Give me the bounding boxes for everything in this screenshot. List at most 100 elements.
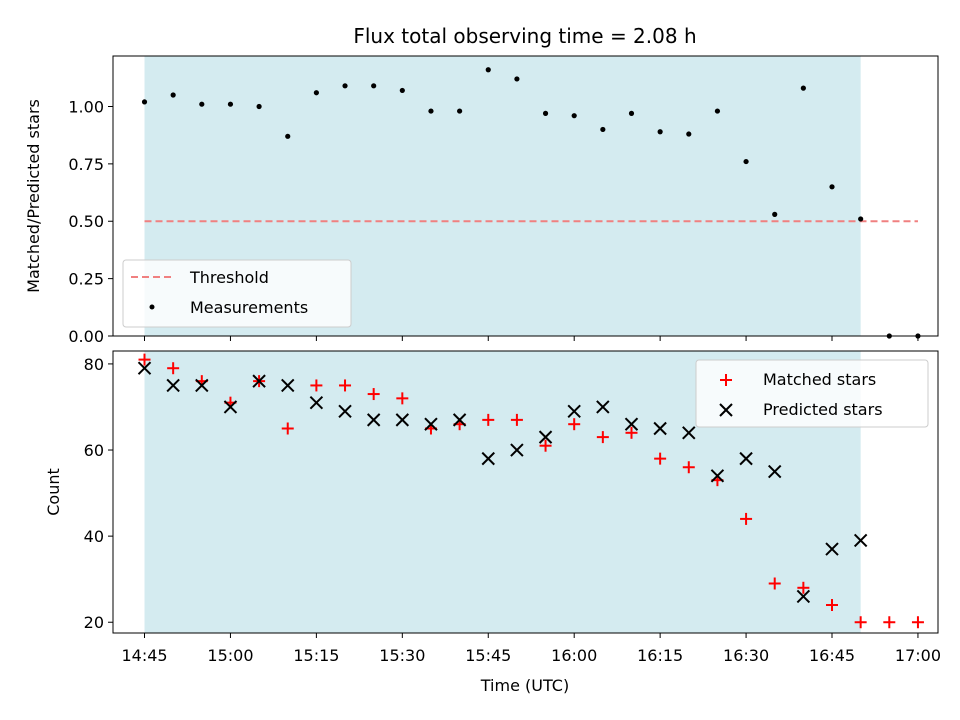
matched-stars-point — [396, 392, 409, 405]
predicted-stars-point — [510, 443, 524, 457]
bottom-x-tick-label: 15:30 — [379, 646, 425, 665]
predicted-stars-point — [596, 400, 610, 414]
predicted-stars-point — [538, 430, 553, 444]
legend-threshold-label: Threshold — [189, 268, 269, 287]
top-panel: 0.00 0.25 0.50 0.75 1.00 Matched/Predicted s… — [24, 55, 939, 346]
measurement-point — [714, 108, 721, 114]
matched-stars-point — [911, 616, 924, 629]
matched-stars-point — [281, 422, 294, 435]
predicted-stars-point — [567, 404, 581, 418]
bottom-x-axis: 14:45 15:00 15:15 15:30 15:45 16:00 16:15 16:30… — [121, 633, 941, 665]
legend-matched-label: Matched stars — [763, 370, 876, 389]
predicted-stars-point — [424, 417, 438, 431]
top-y-tick-label: 0.50 — [68, 212, 104, 231]
bottom-x-tick-label: 16:30 — [723, 646, 769, 665]
measurement-point — [514, 76, 520, 82]
measurement-point — [285, 133, 291, 139]
measurement-point — [628, 110, 635, 116]
measurement-point — [313, 90, 319, 96]
bottom-y-axis: 20 40 60 80 — [84, 355, 113, 632]
predicted-stars-point — [366, 413, 381, 427]
bottom-x-tick-label: 16:00 — [551, 646, 597, 665]
measurement-point — [858, 216, 864, 222]
matched-stars-point — [826, 599, 839, 612]
predicted-stars-point — [166, 378, 180, 393]
predicted-stars-series — [137, 361, 868, 604]
matched-stars-point — [482, 413, 495, 426]
bottom-x-tick-label: 15:15 — [293, 646, 339, 665]
matched-stars-point — [682, 461, 695, 474]
bottom-y-tick-label: 80 — [84, 355, 104, 374]
top-y-tick-label: 0.00 — [68, 327, 104, 346]
predicted-stars-point — [796, 589, 811, 604]
top-y-axis: 0.00 0.25 0.50 0.75 1.00 — [68, 97, 113, 346]
bottom-axes-frame — [112, 350, 939, 634]
measurement-point — [141, 99, 148, 105]
measurement-point — [657, 129, 663, 135]
measurement-point — [428, 108, 434, 114]
matched-stars-series — [138, 353, 924, 629]
predicted-stars-point — [137, 361, 152, 375]
matched-stars-point — [367, 388, 380, 401]
measurement-point — [457, 108, 463, 114]
bottom-legend-box — [695, 359, 929, 428]
predicted-stars-point — [395, 413, 410, 427]
top-y-tick-label: 0.75 — [68, 155, 104, 174]
predicted-stars-point — [252, 374, 266, 388]
bottom-legend: Matched stars Predicted stars — [695, 359, 929, 428]
predicted-stars-point — [481, 451, 495, 466]
measurement-point — [829, 184, 835, 190]
predicted-stars-point — [223, 400, 238, 414]
predicted-stars-point — [739, 451, 753, 466]
bottom-x-tick-label: 15:00 — [207, 646, 253, 665]
matched-stars-point — [883, 616, 896, 629]
predicted-stars-point — [853, 533, 868, 548]
matched-stars-point — [854, 616, 867, 629]
bottom-y-tick-label: 60 — [84, 441, 104, 460]
measurement-point — [600, 126, 606, 133]
matched-stars-point — [625, 426, 638, 439]
predicted-stars-point — [768, 464, 782, 479]
top-legend-box — [122, 259, 352, 328]
matched-stars-point — [510, 413, 523, 426]
predicted-stars-point — [682, 426, 696, 440]
predicted-stars-point — [309, 395, 324, 410]
matched-stars-point — [339, 379, 352, 392]
measurement-point — [743, 158, 749, 165]
legend-measurements-swatch — [149, 304, 155, 310]
predicted-stars-point — [281, 378, 295, 393]
matched-stars-point — [539, 439, 552, 452]
measurement-point — [800, 85, 806, 91]
matched-stars-point — [768, 577, 781, 590]
bottom-y-tick-label: 20 — [84, 613, 104, 632]
top-x-axis-ticks — [144, 336, 919, 341]
top-y-axis-label: Matched/Predicted stars — [24, 99, 43, 293]
bottom-y-tick-label: 40 — [84, 527, 104, 546]
predicted-stars-point — [653, 421, 667, 436]
matched-stars-point — [310, 379, 323, 392]
measurement-point — [772, 211, 778, 217]
measurement-point — [686, 131, 692, 137]
predicted-stars-point — [710, 469, 725, 483]
bottom-y-axis-label: Count — [44, 468, 63, 516]
predicted-stars-point — [825, 542, 839, 556]
measurement-point — [227, 101, 234, 107]
matched-stars-point — [167, 362, 180, 375]
top-axes-frame — [112, 55, 939, 337]
matched-stars-point — [797, 581, 810, 594]
matched-stars-point — [740, 512, 753, 525]
measurement-point — [170, 92, 176, 98]
top-y-tick-label: 1.00 — [68, 97, 104, 116]
measurement-point — [571, 113, 577, 119]
bottom-x-tick-label: 15:45 — [465, 646, 511, 665]
legend-predicted-swatch — [719, 403, 733, 417]
matched-stars-point — [568, 418, 581, 431]
measurement-point — [256, 103, 262, 110]
predicted-stars-point — [338, 404, 352, 418]
bottom-x-tick-label: 17:00 — [895, 646, 941, 665]
top-legend: Threshold Measurements — [122, 259, 352, 328]
measurements-series — [141, 67, 921, 339]
legend-predicted-label: Predicted stars — [763, 400, 883, 419]
